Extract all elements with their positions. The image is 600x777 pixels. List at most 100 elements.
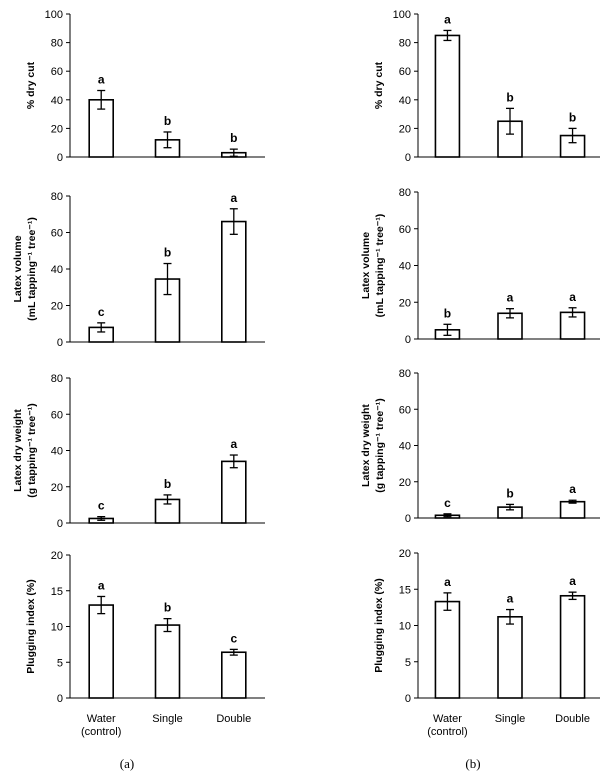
significance-letter: a — [230, 191, 237, 205]
y-tick-label: 0 — [57, 337, 63, 349]
y-axis-title: (g tapping⁻¹ tree⁻¹) — [374, 398, 386, 493]
panel-label: (b) — [465, 756, 480, 771]
y-tick-label: 40 — [399, 441, 411, 453]
significance-letter: a — [230, 437, 237, 451]
y-tick-label: 20 — [51, 482, 63, 494]
y-tick-label: 80 — [399, 187, 411, 199]
bar — [434, 34, 461, 158]
y-axis-title: % dry cut — [373, 61, 385, 109]
significance-letter: a — [569, 290, 576, 304]
bar — [559, 500, 586, 519]
bar — [434, 600, 461, 699]
chart-a-row3: 0 5 10 15 20 Plugging index (%) a b c Water (contr… — [25, 550, 265, 738]
y-tick-label: 40 — [399, 261, 411, 273]
y-tick-label: 80 — [51, 38, 63, 50]
bar — [221, 220, 247, 343]
y-axis-title: Latex dry weight — [360, 404, 372, 487]
significance-letter: b — [164, 601, 171, 615]
chart-a-row1: 0 20 40 60 80 Latex volume (mL tapping⁻¹ tree⁻… — [12, 191, 265, 349]
y-tick-label: 0 — [405, 513, 411, 525]
y-tick-label: 100 — [393, 9, 411, 21]
y-tick-label: 40 — [51, 95, 63, 107]
significance-letter: a — [569, 574, 576, 588]
y-axis-title: (mL tapping⁻¹ tree⁻¹) — [26, 217, 38, 321]
x-category-label-line: Double — [555, 713, 590, 725]
x-category-label-line: Single — [495, 713, 526, 725]
y-axis-title: (mL tapping⁻¹ tree⁻¹) — [374, 214, 386, 318]
x-category-label: Single — [495, 713, 526, 725]
y-tick-label: 0 — [57, 693, 63, 705]
y-tick-label: 80 — [51, 191, 63, 203]
y-axis-title: Latex volume — [12, 235, 24, 302]
significance-letter: c — [98, 499, 105, 513]
bar — [221, 460, 247, 524]
y-axis-title: Latex volume — [360, 232, 372, 299]
panel-label: (a) — [120, 756, 134, 771]
y-tick-label: 20 — [399, 123, 411, 135]
y-tick-label: 60 — [51, 409, 63, 421]
x-category-label-line: Double — [216, 713, 251, 725]
y-tick-label: 0 — [57, 518, 63, 530]
bar — [221, 651, 247, 699]
significance-letter: b — [164, 246, 171, 260]
y-axis-title: % dry cut — [25, 61, 37, 109]
significance-letter: c — [230, 631, 237, 645]
significance-letter: b — [506, 486, 513, 500]
y-tick-label: 60 — [51, 228, 63, 240]
chart-b-row2: 0 20 40 60 80 Latex dry weight (g tapping⁻¹ tr… — [360, 368, 600, 525]
y-tick-label: 60 — [399, 404, 411, 416]
y-tick-label: 20 — [51, 550, 63, 562]
chart-b-row0: 0 20 40 60 80 100 % dry cut a b b — [373, 9, 600, 164]
y-tick-label: 40 — [399, 95, 411, 107]
y-tick-label: 10 — [51, 622, 63, 634]
y-axis-title: Plugging index (%) — [373, 578, 385, 673]
y-axis-title: (g tapping⁻¹ tree⁻¹) — [26, 403, 38, 498]
chart-a-row0: 0 20 40 60 80 100 % dry cut a b b — [25, 9, 265, 164]
chart-b-row3: 0 5 10 15 20 Plugging index (%) a a a Water (contr… — [373, 548, 600, 738]
bar — [497, 615, 523, 699]
y-tick-label: 80 — [399, 38, 411, 50]
y-tick-label: 5 — [57, 657, 63, 669]
significance-letter: c — [444, 496, 451, 510]
chart-a-row2: 0 20 40 60 80 Latex dry weight (g tapping⁻¹ tr… — [12, 373, 265, 530]
y-tick-label: 80 — [51, 373, 63, 385]
significance-letter: a — [507, 592, 514, 606]
x-category-label: Double — [216, 713, 251, 725]
y-tick-label: 20 — [51, 301, 63, 313]
y-tick-label: 20 — [51, 123, 63, 135]
x-category-label-line: Water — [433, 713, 462, 725]
significance-letter: b — [164, 477, 171, 491]
x-category-label-line: (control) — [81, 726, 121, 738]
x-category-label: Single — [152, 713, 183, 725]
y-axis-title: Latex dry weight — [12, 409, 24, 492]
bar — [559, 311, 586, 340]
significance-letter: a — [444, 575, 451, 589]
significance-letter: b — [506, 90, 513, 104]
x-category-label-line: Water — [87, 713, 116, 725]
y-tick-label: 40 — [51, 264, 63, 276]
bar — [154, 624, 181, 699]
y-tick-label: 60 — [399, 66, 411, 78]
x-category-label: Water (control) — [81, 713, 121, 738]
y-tick-label: 80 — [399, 368, 411, 380]
significance-letter: a — [98, 578, 105, 592]
significance-letter: b — [230, 131, 237, 145]
chart-b-row1: 0 20 40 60 80 Latex volume (mL tapping⁻¹ tree⁻… — [360, 187, 600, 346]
y-tick-label: 20 — [399, 297, 411, 309]
y-tick-label: 20 — [399, 477, 411, 489]
y-tick-label: 0 — [405, 693, 411, 705]
y-tick-label: 100 — [45, 9, 63, 21]
y-tick-label: 0 — [405, 334, 411, 346]
significance-letter: a — [507, 291, 514, 305]
x-category-label: Double — [555, 713, 590, 725]
y-tick-label: 20 — [399, 548, 411, 560]
x-category-label-line: (control) — [427, 726, 467, 738]
bar — [88, 604, 114, 699]
significance-letter: b — [569, 110, 576, 124]
significance-letter: a — [569, 482, 576, 496]
x-category-label-line: Single — [152, 713, 183, 725]
y-tick-label: 15 — [399, 584, 411, 596]
significance-letter: a — [444, 12, 451, 26]
bar — [559, 594, 586, 699]
